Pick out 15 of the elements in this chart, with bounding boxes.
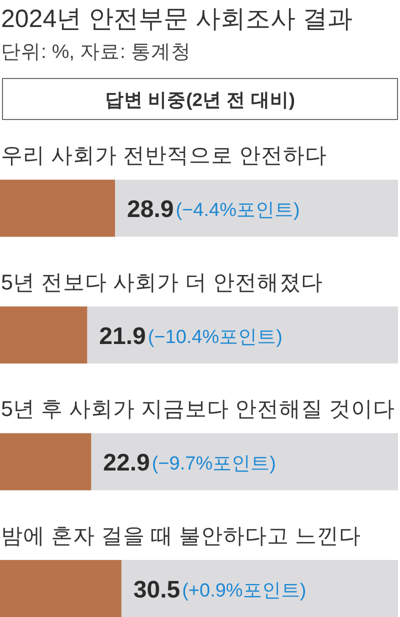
category-label: 5년 전보다 사회가 더 안전해졌다 bbox=[1, 270, 323, 294]
category-label: 밤에 혼자 걸을 때 불안하다고 느낀다 bbox=[1, 524, 361, 548]
subtitle: 답변 비중(2년 전 대비) bbox=[104, 89, 296, 110]
data-label: 28.9 bbox=[127, 196, 174, 224]
annotation: (−4.4%포인트) bbox=[176, 200, 300, 222]
data-label: 30.5 bbox=[133, 576, 180, 604]
title: 2024년 안전부문 사회조사 결과 bbox=[1, 5, 352, 33]
annotation: (−10.4%포인트) bbox=[148, 326, 282, 348]
data-label: 21.9 bbox=[99, 322, 146, 350]
category-label: 5년 후 사회가 지금보다 안전해질 것이다 bbox=[1, 397, 395, 422]
annotation: (+0.9%포인트) bbox=[182, 580, 306, 602]
annotation: (−9.7%포인트) bbox=[152, 454, 276, 475]
annotation: 단위: %, 자료: 통계청 bbox=[1, 41, 191, 63]
data-label: 22.9 bbox=[103, 450, 150, 477]
category-label: 우리 사회가 전반적으로 안전하다 bbox=[1, 144, 327, 168]
